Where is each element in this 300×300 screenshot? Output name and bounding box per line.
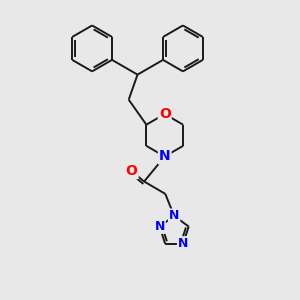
Text: O: O: [126, 164, 137, 178]
Text: O: O: [159, 107, 171, 121]
Text: N: N: [178, 237, 188, 250]
Text: N: N: [154, 220, 165, 233]
Text: N: N: [169, 209, 179, 223]
Text: N: N: [159, 149, 170, 164]
